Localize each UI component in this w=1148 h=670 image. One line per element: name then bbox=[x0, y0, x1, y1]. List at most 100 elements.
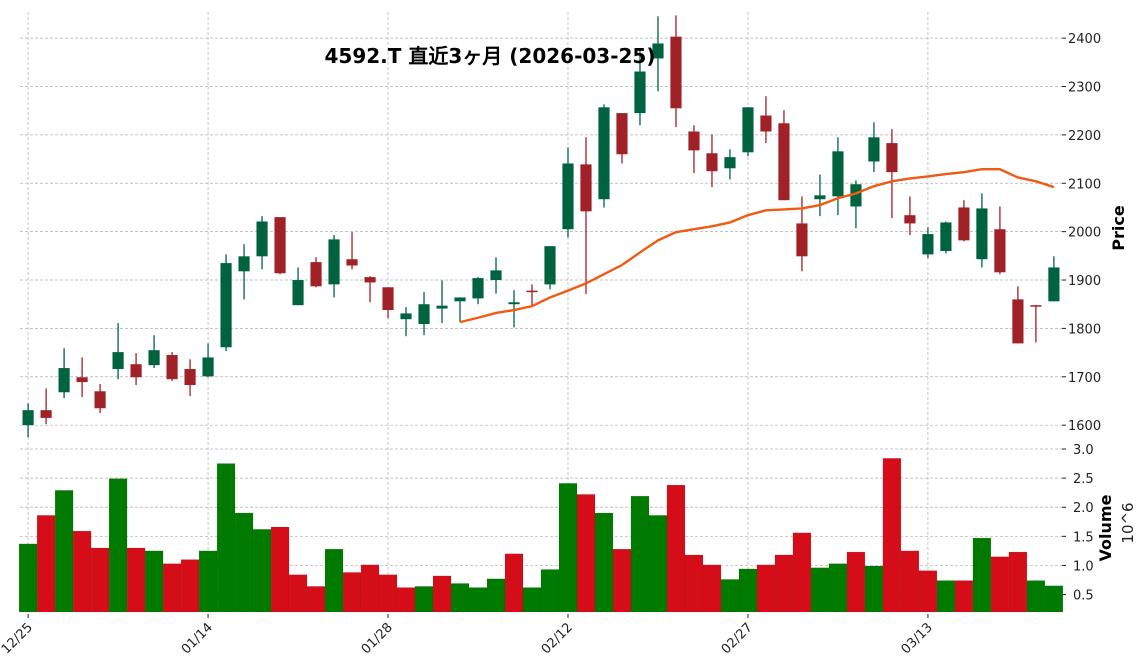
volume-bar bbox=[504, 553, 524, 613]
candle-body bbox=[328, 239, 340, 285]
candle-body bbox=[184, 369, 196, 386]
candle-body bbox=[508, 302, 520, 305]
volume-tick-label: 1.5 bbox=[1073, 530, 1094, 545]
volume-bar bbox=[810, 567, 830, 613]
price-tick-label: 1700 bbox=[1068, 371, 1101, 386]
candle-body bbox=[418, 304, 430, 325]
volume-bar bbox=[414, 586, 434, 613]
candle-body bbox=[562, 163, 574, 230]
candle-body bbox=[544, 246, 556, 285]
price-axis-label: Price bbox=[1109, 205, 1128, 251]
volume-bar bbox=[630, 495, 650, 613]
candle-body bbox=[760, 115, 772, 132]
volume-tick-label: 1.0 bbox=[1073, 559, 1094, 574]
price-tick-label: 2000 bbox=[1068, 226, 1101, 241]
candle-body bbox=[292, 280, 304, 306]
volume-bar bbox=[378, 574, 398, 613]
candle-body bbox=[634, 71, 646, 114]
volume-bar bbox=[684, 554, 704, 613]
candle-body bbox=[256, 221, 268, 257]
candle-body bbox=[1048, 267, 1060, 302]
candle-body bbox=[382, 287, 394, 311]
candles bbox=[22, 15, 1060, 438]
candle-body bbox=[310, 262, 322, 287]
candle-body bbox=[598, 107, 610, 200]
volume-bar bbox=[234, 512, 254, 613]
volume-bar bbox=[540, 569, 560, 613]
volume-bar bbox=[162, 563, 182, 613]
candle-body bbox=[940, 222, 952, 251]
volume-bar bbox=[990, 556, 1010, 613]
volume-unit-label: 10^6 bbox=[1119, 502, 1137, 543]
volume-bar bbox=[738, 568, 758, 613]
candle-body bbox=[688, 131, 700, 151]
volume-bar bbox=[1026, 580, 1046, 613]
volume-bar bbox=[18, 543, 38, 613]
candle-body bbox=[1030, 305, 1042, 307]
x-tick-label: 02/27 bbox=[719, 620, 756, 657]
candle-body bbox=[454, 297, 466, 302]
volume-ticks: 0.5 1.0 1.5 2.0 2.5 3.0 bbox=[1062, 443, 1094, 604]
volume-bar bbox=[864, 565, 884, 613]
candle-body bbox=[58, 368, 70, 393]
volume-bar bbox=[288, 574, 308, 613]
volume-bar bbox=[828, 563, 848, 613]
candle-body bbox=[472, 278, 484, 299]
candle-body bbox=[1012, 299, 1024, 344]
price-tick-label: 2200 bbox=[1068, 129, 1101, 144]
candle-body bbox=[868, 137, 880, 162]
candle-body bbox=[130, 364, 142, 378]
price-tick-label: 1900 bbox=[1068, 274, 1101, 289]
volume-bar bbox=[1044, 585, 1064, 613]
volume-bar bbox=[918, 570, 938, 613]
volume-tick-label: 2.5 bbox=[1073, 472, 1094, 487]
candle-body bbox=[670, 36, 682, 109]
candle-body bbox=[652, 43, 664, 59]
candle-body bbox=[778, 123, 790, 201]
candle-body bbox=[904, 215, 916, 224]
grid bbox=[20, 12, 1062, 612]
volume-bar bbox=[882, 458, 902, 613]
candle-body bbox=[742, 107, 754, 153]
x-tick-label: 01/14 bbox=[179, 620, 216, 657]
volume-bar bbox=[594, 512, 614, 613]
candle-body bbox=[994, 229, 1006, 273]
x-tick-label: 12/25 bbox=[0, 620, 36, 657]
volume-bar bbox=[846, 551, 866, 613]
candle-body bbox=[238, 256, 250, 272]
candle-body bbox=[220, 263, 232, 348]
volume-bar bbox=[774, 554, 794, 613]
volume-bar bbox=[1008, 551, 1028, 613]
x-tick-label: 01/28 bbox=[359, 620, 396, 657]
chart-title: 4592.T 直近3ヶ月 (2026-03-25) bbox=[325, 44, 656, 68]
volume-bar bbox=[558, 483, 578, 613]
volume-tick-label: 2.0 bbox=[1073, 501, 1094, 516]
candle-body bbox=[832, 151, 844, 197]
volume-bar bbox=[72, 530, 92, 613]
volume-bar bbox=[612, 548, 632, 613]
volume-bar bbox=[432, 575, 452, 613]
candle-body bbox=[148, 350, 160, 366]
volume-bar bbox=[90, 547, 110, 613]
price-tick-label: 2100 bbox=[1068, 177, 1101, 192]
volume-bar bbox=[900, 550, 920, 613]
candle-body bbox=[796, 223, 808, 257]
candle-body bbox=[490, 270, 502, 281]
volume-bars bbox=[18, 458, 1064, 613]
volume-axis-label: Volume bbox=[1096, 494, 1115, 561]
volume-bar bbox=[702, 564, 722, 613]
price-ticks: 1600 1700 1800 1900 2000 2100 2200 2300 2400 bbox=[1062, 32, 1101, 434]
candle-body bbox=[616, 113, 628, 155]
candle-body bbox=[112, 352, 124, 370]
candle-body bbox=[94, 391, 106, 409]
volume-bar bbox=[522, 587, 542, 613]
volume-bar bbox=[972, 537, 992, 613]
volume-bar bbox=[720, 579, 740, 613]
volume-bar bbox=[144, 550, 164, 613]
candle-body bbox=[886, 143, 898, 173]
volume-bar bbox=[486, 578, 506, 613]
candle-body bbox=[40, 410, 52, 418]
candle-body bbox=[814, 195, 826, 200]
volume-bar bbox=[450, 583, 470, 613]
